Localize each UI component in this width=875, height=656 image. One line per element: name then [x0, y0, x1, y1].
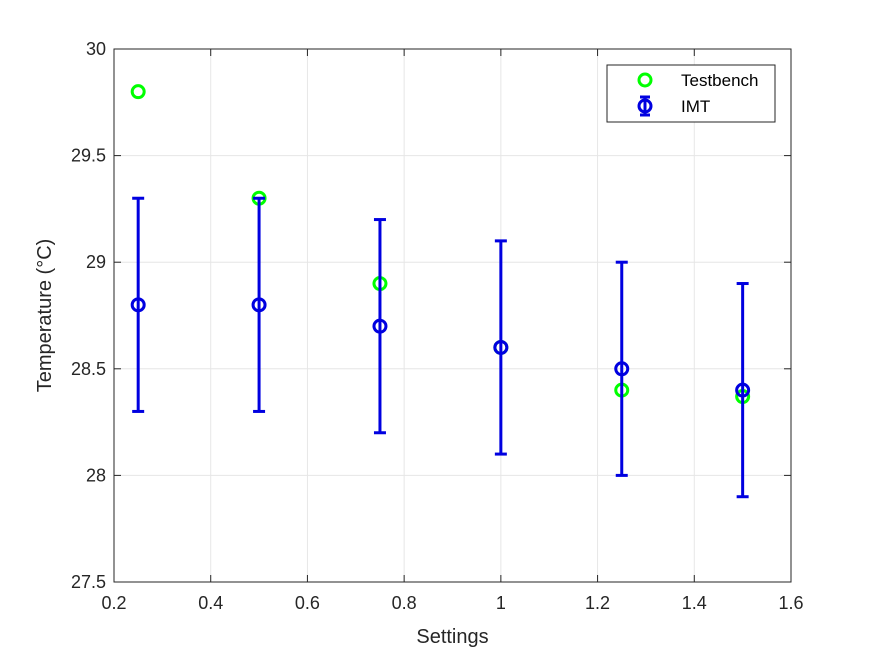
- x-tick-label: 0.8: [392, 593, 417, 613]
- imt-point: [251, 297, 267, 313]
- y-axis-label: Temperature (°C): [34, 239, 56, 393]
- legend: Testbench IMT: [606, 64, 776, 123]
- imt-point: [735, 382, 751, 398]
- y-tick-label: 27.5: [71, 572, 106, 592]
- imt-point: [130, 297, 146, 313]
- imt-point: [372, 318, 388, 334]
- y-tick-label: 29.5: [71, 146, 106, 166]
- imt-point: [493, 339, 509, 355]
- legend-box: [606, 64, 776, 123]
- y-tick-label: 30: [86, 39, 106, 59]
- plot-background: [114, 49, 791, 582]
- y-tick-label: 29: [86, 252, 106, 272]
- y-tick-label: 28: [86, 465, 106, 485]
- axes-box: [113, 48, 792, 583]
- x-tick-label: 1.2: [585, 593, 610, 613]
- x-tick-label: 1.4: [682, 593, 707, 613]
- y-tick-label: 28.5: [71, 359, 106, 379]
- x-tick-label: 1.6: [778, 593, 803, 613]
- x-axis-label: Settings: [416, 626, 488, 648]
- axes: [113, 48, 792, 583]
- legend-label-testbench: Testbench: [681, 71, 759, 90]
- testbench-point: [130, 84, 146, 100]
- tick-labels: 0.2 0.4 0.6 0.8 1 1.2 1.4 1.6 27.5 28 28.5 29 29.5 30: [71, 39, 804, 613]
- imt-point: [614, 361, 630, 377]
- data-marks: [130, 84, 751, 499]
- x-tick-label: 1: [496, 593, 506, 613]
- x-tick-label: 0.6: [295, 593, 320, 613]
- legend-marker-testbench: [637, 72, 653, 88]
- x-tick-label: 0.2: [101, 593, 126, 613]
- legend-label-imt: IMT: [681, 97, 710, 116]
- x-tick-label: 0.4: [198, 593, 223, 613]
- legend-marker-imt: [637, 98, 653, 114]
